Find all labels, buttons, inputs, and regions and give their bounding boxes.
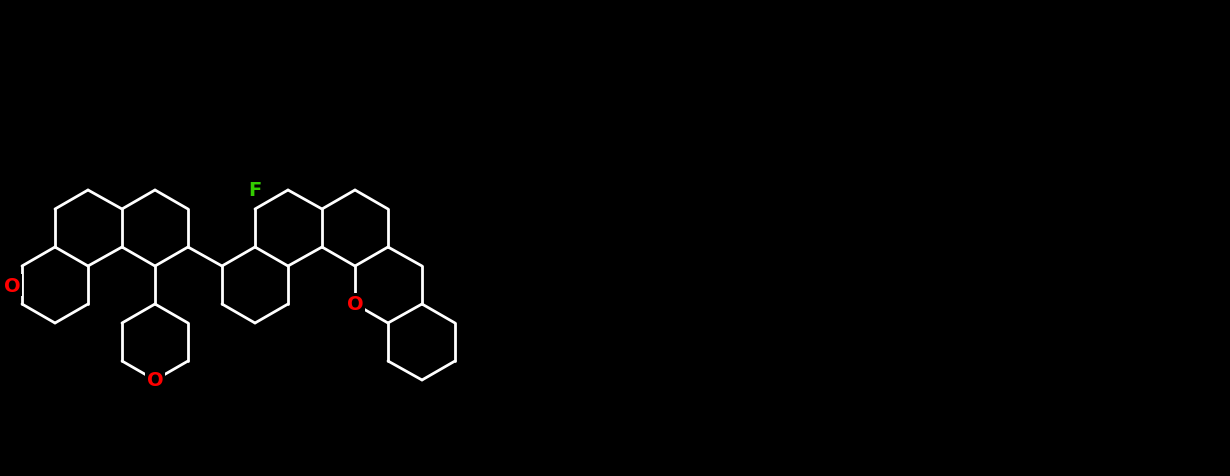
Text: O: O [4, 276, 21, 295]
Text: F: F [248, 181, 262, 200]
Text: O: O [146, 371, 164, 390]
Text: O: O [347, 295, 363, 314]
